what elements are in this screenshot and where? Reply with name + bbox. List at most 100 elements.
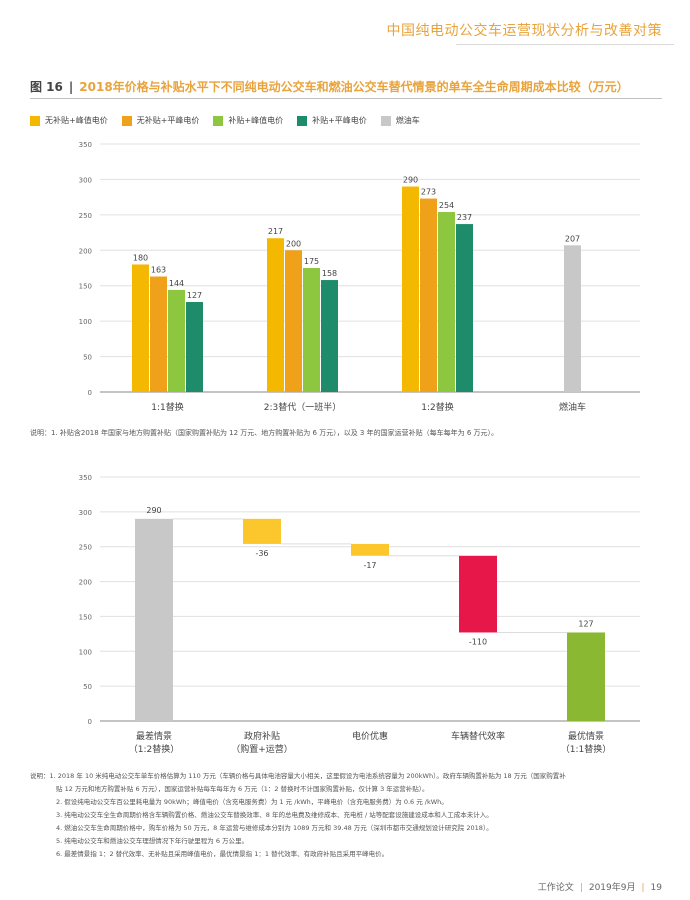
chart2-waterfall-chart: 0 50 100 150 200 250 300 350 290 最差情景（1:2替换） -36 政府… — [79, 474, 640, 755]
waterfall-bar — [135, 518, 173, 721]
legend-swatch — [380, 115, 391, 126]
bar — [564, 245, 581, 392]
bar-value-label: 127 — [187, 291, 202, 300]
x-tick-label: 1:2替换 — [421, 401, 454, 413]
x-tick-label: 最优情景 — [568, 730, 604, 742]
x-tick-label: （购置+运营） — [231, 743, 293, 755]
y-tick-label: 150 — [79, 283, 92, 291]
bar-value-label: 207 — [565, 234, 580, 243]
y-tick-label: 200 — [79, 579, 92, 587]
figure-title: 图 16 | 2018年价格与补贴水平下不同纯电动公交车和燃油公交车替代情景的单车全… — [30, 78, 629, 95]
y-tick-label: 150 — [79, 613, 92, 621]
waterfall-value-label: -17 — [363, 561, 376, 570]
chart2-notes: 说明：1. 2018 年 10 米纯电动公交车单车价格估算为 110 万元（车辆… — [30, 770, 670, 861]
waterfall-value-label: 127 — [578, 619, 593, 628]
bar — [267, 238, 284, 392]
bar — [285, 250, 302, 392]
x-tick-label: 2:3替代（一班半） — [264, 401, 342, 413]
bar — [420, 198, 437, 392]
x-tick-label: （1:1替换） — [561, 743, 612, 755]
footer-separator: | — [579, 883, 583, 893]
legend-label: 燃油车 — [395, 116, 420, 125]
header-title: 中国纯电动公交车运营现状分析与改善对策 — [386, 23, 662, 39]
legend-label: 补贴+平峰电价 — [312, 116, 367, 125]
bar-value-label: 200 — [286, 239, 301, 248]
x-tick-label: 最差情景 — [136, 730, 172, 742]
y-tick-label: 200 — [79, 247, 92, 255]
bar-value-label: 175 — [304, 257, 319, 266]
bar — [186, 302, 203, 392]
bar — [321, 280, 338, 392]
figure-separator: | — [68, 80, 74, 94]
bar-value-label: 237 — [457, 213, 472, 222]
bar — [402, 186, 419, 392]
note-line: 6. 最差情景指 1：2 替代效率、无补贴且采用峰值电价，最优情景指 1：1 替… — [56, 850, 389, 858]
bar-value-label: 290 — [403, 176, 418, 185]
bar-value-label: 158 — [322, 269, 337, 278]
footer-date: 2019年9月 — [588, 883, 636, 893]
y-tick-label: 0 — [88, 718, 92, 726]
chart1-legend: 无补贴+峰值电价 无补贴+平峰电价 补贴+峰值电价 补贴+平峰电价 燃油车 — [30, 115, 420, 126]
legend-swatch — [30, 115, 40, 126]
note-line: 贴 12 万元和地方购置补贴 6 万元），国家运营补贴每车每年为 6 万元（1：… — [56, 785, 429, 793]
waterfall-bar — [459, 555, 497, 633]
note-line: 3. 纯电动公交车全生命周期价格含车辆购置价格、燃油公交车替换效率、8 年的总电… — [56, 811, 493, 819]
note-line: 说明：1. 2018 年 10 米纯电动公交车单车价格估算为 110 万元（车辆… — [30, 772, 566, 780]
legend-item: 无补贴+峰值电价 — [30, 115, 108, 126]
y-tick-label: 350 — [79, 474, 92, 482]
y-tick-label: 100 — [79, 318, 92, 326]
bar — [456, 224, 473, 392]
x-tick-label: 政府补贴 — [244, 730, 280, 742]
y-tick-label: 50 — [83, 683, 92, 691]
x-tick-label: 车辆替代效率 — [451, 730, 505, 742]
x-tick-label: 电价优惠 — [352, 730, 388, 742]
waterfall-bar — [351, 543, 389, 556]
bar — [303, 268, 320, 392]
chart1-note: 说明：1. 补贴含2018 年国家与地方购置补贴（国家购置补贴为 12 万元、地… — [30, 429, 499, 437]
bar-value-label: 180 — [133, 253, 148, 262]
figure-title-rule — [30, 98, 662, 99]
note-line: 2. 假设纯电动公交车百公里耗电量为 90kWh；峰值电价（含充电服务费）为 1… — [56, 798, 448, 806]
y-tick-label: 0 — [88, 389, 92, 397]
legend-swatch — [121, 115, 132, 126]
waterfall-bar — [567, 632, 605, 721]
legend-label: 无补贴+平峰电价 — [136, 116, 200, 125]
y-tick-label: 250 — [79, 544, 92, 552]
note-line: 4. 燃油公交车生命周期价格中，购车价格为 50 万元，8 年运营与维修成本分别… — [56, 824, 493, 832]
bar-value-label: 254 — [439, 201, 454, 210]
footer-separator-2: | — [641, 883, 645, 893]
waterfall-bar — [243, 518, 281, 544]
legend-item: 燃油车 — [380, 115, 420, 126]
bar-value-label: 217 — [268, 227, 283, 236]
y-tick-label: 350 — [79, 141, 92, 149]
page-footer: 工作论文 | 2019年9月 | 19 — [538, 880, 662, 893]
bar — [132, 264, 149, 392]
y-tick-label: 300 — [79, 176, 92, 184]
bar — [438, 212, 455, 392]
figure-title-text: 2018年价格与补贴水平下不同纯电动公交车和燃油公交车替代情景的单车全生命周期成… — [79, 80, 629, 94]
bar-value-label: 273 — [421, 188, 436, 197]
bar-value-label: 144 — [169, 279, 184, 288]
y-tick-label: 100 — [79, 648, 92, 656]
y-tick-label: 50 — [83, 354, 92, 362]
x-tick-label: （1:2替换） — [129, 743, 180, 755]
y-tick-label: 300 — [79, 509, 92, 517]
page-number: 19 — [650, 883, 662, 893]
x-tick-label: 燃油车 — [559, 401, 586, 413]
legend-item: 无补贴+平峰电价 — [121, 115, 200, 126]
waterfall-value-label: -36 — [255, 549, 268, 558]
note-line: 5. 纯电动公交车和燃油公交车理想情况下年行驶里程为 6 万公里。 — [56, 837, 249, 845]
waterfall-value-label: 290 — [146, 506, 161, 515]
legend-swatch — [297, 115, 308, 126]
y-tick-label: 250 — [79, 212, 92, 220]
bar-value-label: 163 — [151, 266, 166, 275]
legend-label: 补贴+峰值电价 — [228, 116, 284, 125]
header-rule — [456, 44, 674, 45]
legend-swatch — [213, 115, 224, 126]
waterfall-value-label: -110 — [469, 637, 487, 646]
legend-item: 补贴+平峰电价 — [297, 115, 367, 126]
legend-item: 补贴+峰值电价 — [213, 115, 283, 126]
x-tick-label: 1:1替换 — [151, 401, 184, 413]
figure-number: 图 16 — [30, 80, 63, 94]
